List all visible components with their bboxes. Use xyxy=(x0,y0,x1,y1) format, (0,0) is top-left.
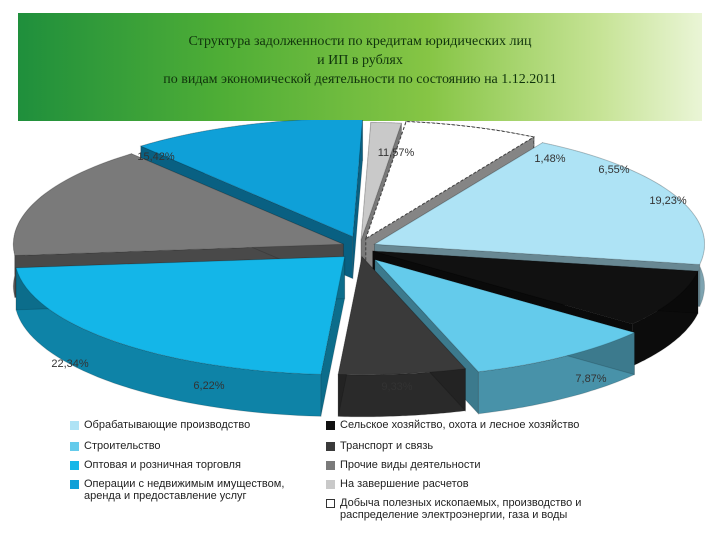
data-label: 11,57% xyxy=(378,147,415,159)
legend-item-trade: Оптовая и розничная торговля xyxy=(70,459,315,471)
legend-item-settlements: На завершение расчетов xyxy=(326,478,626,490)
data-label: 1,48% xyxy=(534,153,565,165)
legend-swatch xyxy=(70,421,79,430)
slice-top xyxy=(12,153,344,256)
legend-label: Добыча полезных ископаемых, производство… xyxy=(340,497,582,521)
slice-top xyxy=(139,120,363,238)
legend-label: На завершение расчетов xyxy=(340,478,469,490)
legend-item-real-estate: Операции с недвижимым имуществом, аренда… xyxy=(70,478,315,502)
chart-title: Структура задолженности по кредитам юрид… xyxy=(60,32,660,89)
title-line-3: по видам экономической деятельности по с… xyxy=(163,72,557,87)
slice-top xyxy=(372,250,699,325)
slice-top xyxy=(337,255,467,376)
legend: Обрабатывающие производство Строительств… xyxy=(70,419,670,534)
legend-item-other: Прочие виды деятельности xyxy=(326,459,626,471)
legend-item-transport: Транспорт и связь xyxy=(326,440,626,452)
slice-cut xyxy=(352,120,364,279)
legend-label: Оптовая и розничная торговля xyxy=(84,459,241,471)
data-label: 6,22% xyxy=(193,380,224,392)
legend-label: Обрабатывающие производство xyxy=(84,419,251,431)
legend-swatch xyxy=(326,499,335,508)
legend-item-manufacturing: Обрабатывающие производство xyxy=(70,419,315,431)
data-label: 9,33% xyxy=(381,381,412,393)
slice-top xyxy=(15,256,346,375)
slice-top xyxy=(364,120,536,240)
title-line-2: и ИП в рублях xyxy=(317,53,403,68)
legend-label: Прочие виды деятельности xyxy=(340,459,481,471)
legend-label: Операции с недвижимым имуществом, аренда… xyxy=(84,478,285,502)
pie-slice xyxy=(337,255,467,418)
legend-swatch xyxy=(326,442,335,451)
data-label: 22,34% xyxy=(51,358,89,370)
legend-label: Сельское хозяйство, охота и лесное хозяй… xyxy=(340,419,580,431)
title-banner xyxy=(18,13,702,121)
legend-swatch xyxy=(326,480,335,489)
legend-label: Транспорт и связь xyxy=(340,440,434,452)
slice-top xyxy=(372,142,706,265)
legend-item-agriculture: Сельское хозяйство, охота и лесное хозяй… xyxy=(326,419,626,431)
legend-swatch xyxy=(70,461,79,470)
data-label: 7,87% xyxy=(575,373,606,385)
legend-swatch xyxy=(326,421,335,430)
pie-slice xyxy=(15,256,346,417)
legend-item-construction: Строительство xyxy=(70,440,315,452)
data-label: 15,42% xyxy=(137,151,175,163)
legend-label: Строительство xyxy=(84,440,161,452)
slice-top xyxy=(373,258,636,373)
legend-swatch xyxy=(326,461,335,470)
slice-top xyxy=(360,121,403,241)
data-label: 19,23% xyxy=(649,195,687,207)
slice-side xyxy=(337,368,466,418)
data-label: 6,55% xyxy=(598,164,629,176)
legend-swatch xyxy=(70,442,79,451)
pie-chart: 19,23% 7,87% 9,33% 6,22% 22,34% 15,42% 11,57% 1… xyxy=(12,120,706,418)
title-line-1: Структура задолженности по кредитам юрид… xyxy=(188,34,532,49)
legend-swatch xyxy=(70,480,79,489)
legend-item-mining-energy: Добыча полезных ископаемых, производство… xyxy=(326,497,626,521)
